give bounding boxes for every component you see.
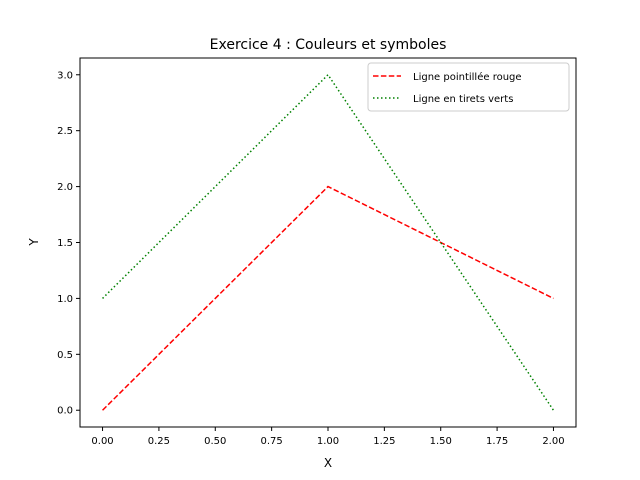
x-axis: 0.00 0.25 0.50 0.75 1.00 1.25 1.50 1.75 2.00 bbox=[91, 427, 565, 447]
x-tick-label: 0.25 bbox=[148, 436, 170, 447]
x-tick-label: 1.25 bbox=[373, 436, 395, 447]
legend-label-1: Ligne pointillée rouge bbox=[413, 71, 522, 83]
x-tick-label: 1.75 bbox=[486, 436, 508, 447]
y-tick-label: 0.5 bbox=[57, 350, 73, 361]
chart-title: Exercice 4 : Couleurs et symboles bbox=[210, 37, 447, 53]
x-tick-label: 0.00 bbox=[91, 436, 113, 447]
x-tick-label: 1.00 bbox=[317, 436, 339, 447]
y-tick-label: 3.0 bbox=[57, 70, 73, 81]
x-tick-label: 1.50 bbox=[430, 436, 452, 447]
x-tick-label: 0.50 bbox=[204, 436, 226, 447]
y-axis-label: Y bbox=[27, 238, 41, 247]
y-tick-label: 0.0 bbox=[57, 406, 73, 417]
y-tick-label: 1.5 bbox=[57, 238, 73, 249]
x-axis-label: X bbox=[324, 456, 332, 470]
legend-box bbox=[367, 62, 570, 112]
axes-frame bbox=[79, 57, 577, 428]
x-tick-label: 2.00 bbox=[542, 436, 564, 447]
legend-label-2: Ligne en tirets verts bbox=[413, 94, 513, 105]
series-line-1 bbox=[102, 185, 554, 411]
y-tick-label: 1.0 bbox=[57, 294, 73, 305]
plot-area bbox=[102, 73, 555, 411]
x-tick-label: 0.75 bbox=[261, 436, 283, 447]
series-line-2 bbox=[102, 73, 555, 411]
legend: Ligne pointillée rouge Ligne en tirets ve… bbox=[367, 62, 570, 112]
y-tick-label: 2.0 bbox=[57, 182, 73, 193]
y-tick-label: 2.5 bbox=[57, 126, 73, 137]
y-axis: 0.0 0.5 1.0 1.5 2.0 2.5 3.0 bbox=[57, 70, 80, 417]
